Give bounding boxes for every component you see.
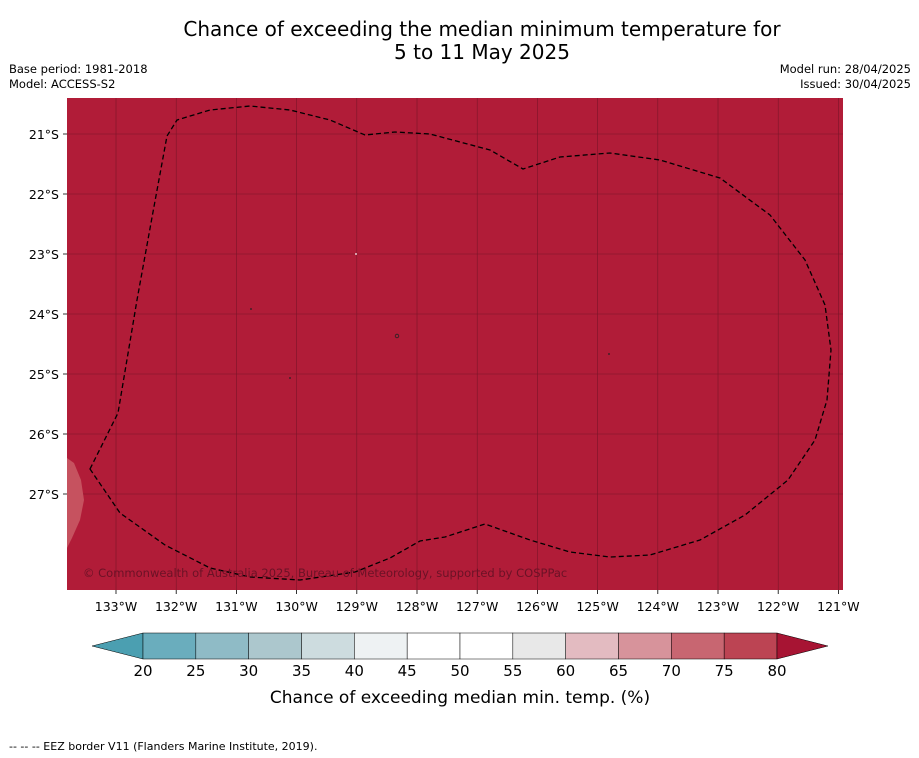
- colorbar-tick-label: 80: [767, 662, 786, 680]
- longitude-label: 129°W: [336, 599, 378, 614]
- colorbar-box: [354, 632, 408, 660]
- colorbar-box: [195, 632, 249, 660]
- latitude-labels: 21°S 22°S 23°S 24°S 25°S 26°S 27°S: [29, 127, 59, 502]
- colorbar-tick-label: 75: [715, 662, 734, 680]
- map-title: Chance of exceeding the median minimum t…: [0, 18, 919, 64]
- colorbar-box: [248, 632, 302, 660]
- longitude-label: 122°W: [757, 599, 799, 614]
- colorbar-tick-label: 35: [292, 662, 311, 680]
- island: [250, 308, 252, 310]
- latitude-label: 21°S: [29, 127, 59, 142]
- colorbar-tick-labels: 20 25 30 35 40 45 50 55 60 65 70 75 80: [133, 662, 786, 680]
- title-line-2: 5 to 11 May 2025: [394, 40, 570, 64]
- colorbar-box: [406, 632, 461, 660]
- base-period: Base period: 1981-2018: [9, 62, 148, 76]
- lower-tercile-patch: [67, 458, 84, 548]
- latitude-label: 24°S: [29, 307, 59, 322]
- title-line-1: Chance of exceeding the median minimum t…: [183, 17, 781, 41]
- colorbar-tick-label: 20: [133, 662, 152, 680]
- longitude-label: 132°W: [155, 599, 197, 614]
- colorbar-box: [671, 632, 725, 660]
- colorbar-box: [512, 632, 566, 660]
- colorbar-box: [142, 632, 197, 660]
- longitude-labels: 133°W 132°W 131°W 130°W 129°W 128°W 127°W 126°W…: [95, 599, 860, 614]
- colorbar-box: [301, 632, 355, 660]
- colorbar-over-arrow: [776, 632, 829, 660]
- colorbar-tick-label: 25: [186, 662, 205, 680]
- islands: [250, 253, 610, 379]
- island: [355, 253, 357, 255]
- colorbar-tick-label: 55: [503, 662, 522, 680]
- colorbar-box: [723, 632, 778, 660]
- colorbar-box: [565, 632, 619, 660]
- colorbar-tick-label: 45: [398, 662, 417, 680]
- latitude-label: 22°S: [29, 187, 59, 202]
- issued-date: Issued: 30/04/2025: [800, 77, 911, 91]
- model-run: Model run: 28/04/2025: [779, 62, 911, 76]
- colorbar-tick-label: 40: [345, 662, 364, 680]
- map-area: [67, 98, 843, 590]
- longitude-label: 123°W: [697, 599, 739, 614]
- latitude-label: 26°S: [29, 427, 59, 442]
- colorbar-boxes: [142, 632, 778, 660]
- map-gridlines: [63, 98, 843, 594]
- island: [608, 353, 610, 355]
- meta-left: Base period: 1981-2018 Model: ACCESS-S2: [9, 62, 148, 92]
- longitude-label: 128°W: [396, 599, 438, 614]
- island: [394, 333, 400, 339]
- island: [289, 377, 291, 379]
- longitude-label: 125°W: [576, 599, 618, 614]
- colorbar-tick-label: 60: [556, 662, 575, 680]
- colorbar-tick-label: 70: [662, 662, 681, 680]
- eez-footnote: -- -- -- EEZ border V11 (Flanders Marine…: [9, 740, 318, 753]
- colorbar-under-arrow: [91, 632, 144, 660]
- longitude-label: 130°W: [275, 599, 317, 614]
- eez-border: [89, 105, 832, 581]
- model-name: Model: ACCESS-S2: [9, 77, 116, 91]
- colorbar-tick-label: 65: [609, 662, 628, 680]
- colorbar-box: [618, 632, 672, 660]
- latitude-label: 27°S: [29, 487, 59, 502]
- colorbar-tick-label: 30: [239, 662, 258, 680]
- longitude-label: 126°W: [516, 599, 558, 614]
- colorbar-label: Chance of exceeding median min. temp. (%…: [270, 688, 650, 708]
- longitude-label: 127°W: [456, 599, 498, 614]
- latitude-label: 25°S: [29, 367, 59, 382]
- colorbar: 20 25 30 35 40 45 50 55 60 65 70 75 80 Chance of exc…: [91, 632, 829, 708]
- copyright-text: © Commonwealth of Australia 2025, Bureau…: [83, 566, 567, 580]
- colorbar-tick-label: 50: [450, 662, 469, 680]
- meta-right: Model run: 28/04/2025 Issued: 30/04/2025: [780, 62, 911, 92]
- longitude-label: 131°W: [215, 599, 257, 614]
- longitude-label: 133°W: [95, 599, 137, 614]
- latitude-label: 23°S: [29, 247, 59, 262]
- colorbar-box: [459, 632, 514, 660]
- longitude-label: 121°W: [817, 599, 859, 614]
- longitude-label: 124°W: [637, 599, 679, 614]
